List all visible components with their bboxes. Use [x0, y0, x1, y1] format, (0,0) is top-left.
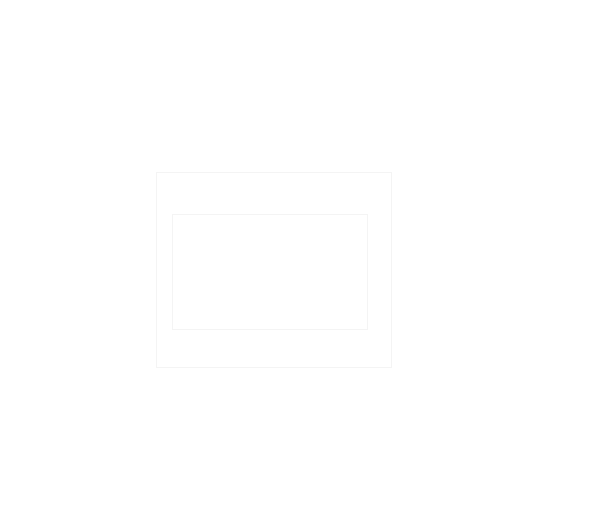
- faint-panel-inner: [172, 214, 368, 330]
- faint-panel-outer: [156, 172, 392, 368]
